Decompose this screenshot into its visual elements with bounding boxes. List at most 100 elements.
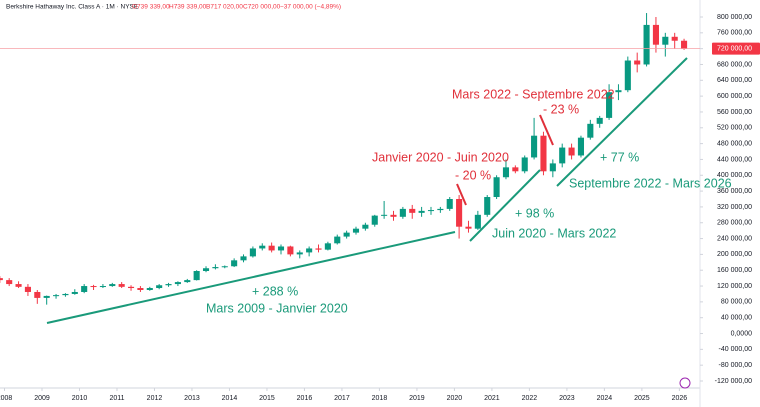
y-tick-label: 800 000,00 xyxy=(717,14,752,21)
x-tick-label: 2011 xyxy=(109,395,124,402)
candle-body xyxy=(512,167,519,172)
candle-body xyxy=(34,291,41,298)
y-tick-label: 200 000,00 xyxy=(717,251,752,258)
y-tick-label: -120 000,00 xyxy=(715,378,752,385)
candle-body xyxy=(587,123,594,138)
candle-body xyxy=(484,197,491,215)
y-tick-label: 520 000,00 xyxy=(717,125,752,132)
annotation: Septembre 2022 - Mars 2026 xyxy=(569,176,732,190)
candle-body xyxy=(221,266,228,268)
y-tick-label: -80 000,00 xyxy=(719,362,753,369)
trend-lines xyxy=(46,57,688,324)
candle-body xyxy=(418,210,425,213)
plot xyxy=(0,13,688,305)
candle-body xyxy=(352,228,360,233)
ohlc-high: H739 339,00 xyxy=(169,4,207,11)
x-tick-label: 2015 xyxy=(259,395,275,402)
x-tick-label: 2022 xyxy=(522,395,538,402)
candle-body xyxy=(446,199,453,209)
y-tick-label: 240 000,00 xyxy=(717,235,752,242)
x-tick-label: 2012 xyxy=(147,395,163,402)
candle-body xyxy=(249,248,256,257)
candle-body xyxy=(549,163,556,172)
y-tick-label: 440 000,00 xyxy=(717,156,752,163)
ohlc-low: B717 020,00 xyxy=(206,4,243,11)
x-tick-label: 2024 xyxy=(597,395,613,402)
candle-body xyxy=(62,293,69,296)
y-tick-label: 480 000,00 xyxy=(717,140,752,147)
candle-body xyxy=(540,135,547,172)
y-tick-label: 160 000,00 xyxy=(717,267,752,274)
candle-body xyxy=(90,286,97,288)
candle-body xyxy=(231,260,238,267)
candle-body xyxy=(24,286,31,292)
candle-body xyxy=(109,284,116,287)
candle-body xyxy=(521,157,528,172)
candle-body xyxy=(43,295,50,298)
candle-body xyxy=(137,288,144,290)
annotation: - 23 % xyxy=(543,102,579,116)
x-tick-label: 2025 xyxy=(634,395,650,402)
candle-body xyxy=(643,24,650,65)
last-price-box xyxy=(712,42,760,55)
candle-body xyxy=(287,246,294,255)
candle-body xyxy=(681,40,688,49)
candle-body xyxy=(334,236,341,244)
candle-body xyxy=(634,60,641,65)
x-tick-label: 2008 xyxy=(0,395,12,402)
candle-body xyxy=(277,246,285,251)
y-tick-label: 600 000,00 xyxy=(717,93,752,100)
candle-body xyxy=(606,92,613,118)
candle-body xyxy=(371,215,378,225)
candle-body xyxy=(343,232,350,237)
trend-line xyxy=(469,169,541,242)
y-tick-label: 40 000,00 xyxy=(721,315,752,322)
trend-line xyxy=(46,231,456,324)
candle-body xyxy=(202,268,210,272)
trend-line xyxy=(556,57,688,187)
candle-body xyxy=(240,256,247,261)
annotation: + 288 % xyxy=(252,284,298,298)
candle-body xyxy=(6,280,13,285)
chart-title: Berkshire Hathaway Inc. Class A · 1M · N… xyxy=(6,4,139,11)
candle-body xyxy=(296,252,303,255)
candle-body xyxy=(212,267,219,269)
candle-body xyxy=(652,24,659,45)
annotation: Juin 2020 - Mars 2022 xyxy=(492,226,616,240)
candle-body xyxy=(184,280,191,283)
candle-body xyxy=(193,271,200,281)
y-tick-label: 640 000,00 xyxy=(717,77,752,84)
annotation: + 77 % xyxy=(600,150,639,164)
candle-body xyxy=(71,291,78,294)
x-tick-label: 2013 xyxy=(184,395,200,402)
candle-body xyxy=(493,177,500,198)
x-tick-label: 2026 xyxy=(672,395,688,402)
y-tick-label: 80 000,00 xyxy=(721,299,752,306)
candle-body xyxy=(127,286,135,289)
ohlc-change: −37 000,00 (−4,89%) xyxy=(280,4,341,11)
last-price-label: 720 000,00 xyxy=(717,45,752,52)
candle-body xyxy=(568,147,575,156)
event-icon[interactable] xyxy=(679,377,691,389)
candle-body xyxy=(165,284,172,286)
candle-body xyxy=(399,208,406,217)
ohlc-close: C720 000,00 xyxy=(243,4,281,11)
x-tick-label: 2017 xyxy=(334,395,350,402)
candle-body xyxy=(174,282,181,285)
y-tick-label: -40 000,00 xyxy=(719,346,753,353)
candle-body xyxy=(437,208,444,211)
x-tick-label: 2020 xyxy=(447,395,463,402)
candle-body xyxy=(381,214,388,216)
x-tick-label: 2014 xyxy=(222,395,238,402)
candle-body xyxy=(306,248,313,253)
candle-body xyxy=(465,226,472,229)
annotation: Mars 2022 - Septembre 2022 xyxy=(452,87,615,101)
candle-body xyxy=(427,210,435,212)
candle-body xyxy=(409,208,416,213)
y-tick-label: 320 000,00 xyxy=(717,204,752,211)
candle-body xyxy=(268,245,275,251)
candle-body xyxy=(156,285,163,289)
candle-body xyxy=(99,286,106,288)
y-tick-label: 0,0000 xyxy=(731,330,753,337)
